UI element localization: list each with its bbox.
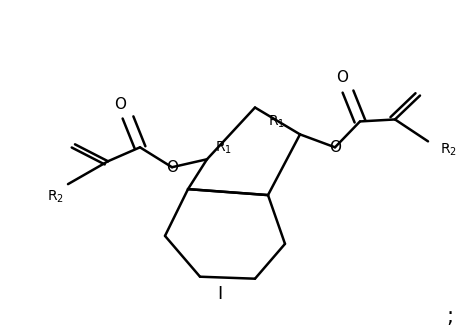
Text: O: O <box>329 140 341 155</box>
Text: R$_1$: R$_1$ <box>215 139 232 156</box>
Text: ;: ; <box>446 307 453 326</box>
Text: R$_2$: R$_2$ <box>440 141 457 158</box>
Text: O: O <box>114 97 126 112</box>
Text: I: I <box>217 285 223 303</box>
Text: R$_1$: R$_1$ <box>268 113 285 130</box>
Text: O: O <box>166 160 178 175</box>
Text: O: O <box>336 70 348 85</box>
Text: R$_2$: R$_2$ <box>47 189 63 205</box>
